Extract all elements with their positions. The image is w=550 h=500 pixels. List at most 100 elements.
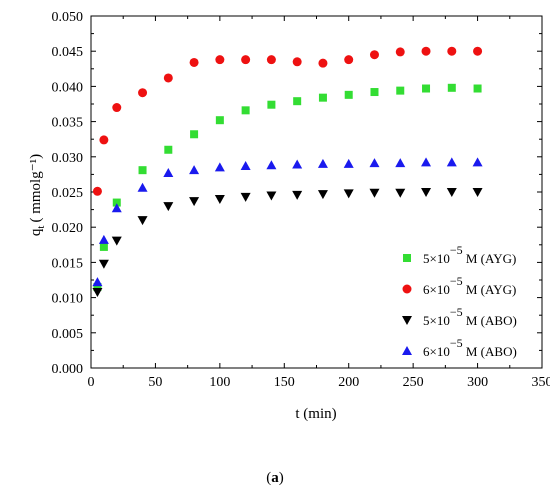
data-point <box>396 86 405 95</box>
axes-frame: 0 50 100 150 200 250 300 350 0.000 0.005 0.010 0.01… <box>52 10 550 390</box>
data-point <box>343 189 354 199</box>
data-point <box>318 58 328 68</box>
data-point <box>421 157 432 167</box>
legend-label-exponent: −5 <box>450 305 463 319</box>
chart: 0 50 100 150 200 250 300 350 0.000 0.005 0.010 0.01… <box>28 10 550 422</box>
data-point <box>189 197 200 207</box>
y-tick-label: 0.025 <box>52 186 84 201</box>
data-point <box>92 287 103 297</box>
data-point <box>318 93 327 102</box>
y-tick-label: 0.000 <box>52 362 84 377</box>
data-point <box>99 242 108 251</box>
x-tick-label: 50 <box>148 375 162 390</box>
x-axis-label: t (min) <box>295 406 336 422</box>
data-point <box>241 106 250 115</box>
y-tick-label: 0.045 <box>52 45 84 60</box>
series-0 <box>93 83 482 292</box>
data-point <box>138 166 147 175</box>
data-point <box>317 158 328 168</box>
data-point <box>266 191 277 201</box>
data-point <box>190 130 199 139</box>
x-tick-label: 250 <box>403 375 424 390</box>
data-point <box>92 186 102 196</box>
legend-label: 6×10−5 M (AYG) <box>423 274 516 297</box>
legend-label: 6×10−5 M (ABO) <box>423 336 517 359</box>
y-axis-label-q: q <box>28 228 44 236</box>
legend-marker <box>402 316 412 325</box>
data-point <box>343 158 354 168</box>
data-point <box>138 88 148 98</box>
data-point <box>472 157 483 167</box>
data-point <box>112 103 122 113</box>
figure-caption: (a) <box>0 470 550 487</box>
data-point <box>112 198 121 207</box>
legend-marker <box>402 346 412 355</box>
data-point <box>240 160 251 170</box>
legend-label-exponent: −5 <box>450 243 463 257</box>
y-axis-label-unit: ( mmolg⁻¹) <box>28 154 44 223</box>
legend: 5×10−5 M (AYG)6×10−5 M (AYG)5×10−5 M (AB… <box>402 243 517 359</box>
data-point <box>292 190 303 200</box>
svg-text:qt( mmolg⁻¹): qt ( mmolg⁻¹) <box>28 154 47 236</box>
data-point <box>215 55 225 65</box>
data-point <box>266 160 277 170</box>
data-point <box>266 55 276 65</box>
data-point <box>473 46 483 56</box>
legend-label-base: 6×10 <box>423 344 450 359</box>
x-tick-label: 150 <box>274 375 295 390</box>
y-tick-label: 0.015 <box>52 256 84 271</box>
legend-label: 5×10−5 M (AYG) <box>423 243 516 266</box>
data-point <box>189 57 199 67</box>
data-point <box>215 116 224 125</box>
data-point <box>472 188 483 197</box>
data-point <box>240 192 251 202</box>
data-point <box>369 50 379 60</box>
data-point <box>92 277 103 287</box>
y-tick-label: 0.040 <box>52 80 84 95</box>
y-tick-label: 0.030 <box>52 151 84 166</box>
legend-label-base: 5×10 <box>423 251 450 266</box>
legend-label-tail: M (AYG) <box>463 282 517 297</box>
data-point <box>163 73 173 83</box>
data-point <box>163 202 174 212</box>
data-point <box>395 188 406 198</box>
data-point <box>421 46 431 56</box>
y-axis-label-subscript: t <box>35 226 47 229</box>
data-point <box>93 283 102 292</box>
y-tick-label: 0.005 <box>52 327 84 342</box>
caption-close: ) <box>278 470 284 486</box>
data-point <box>98 234 109 244</box>
data-point <box>189 165 200 175</box>
data-marks <box>92 46 483 297</box>
data-point <box>344 90 353 99</box>
data-point <box>317 190 328 200</box>
legend-label-tail: M (ABO) <box>463 344 517 359</box>
x-tick-label: 0 <box>88 375 95 390</box>
data-point <box>163 167 174 177</box>
data-point <box>369 188 380 198</box>
data-point <box>447 83 456 92</box>
legend-label-base: 6×10 <box>423 282 450 297</box>
x-tick-label: 200 <box>338 375 359 390</box>
y-tick-label: 0.020 <box>52 221 84 236</box>
data-point <box>267 100 276 109</box>
data-point <box>447 46 457 56</box>
legend-label-exponent: −5 <box>450 274 463 288</box>
x-tick-label: 350 <box>532 375 550 390</box>
data-point <box>344 55 354 65</box>
data-point <box>241 55 251 65</box>
data-point <box>422 84 431 93</box>
y-axis-label: qt ( mmolg⁻¹) <box>28 154 47 236</box>
data-point <box>111 203 122 213</box>
data-point <box>395 158 406 168</box>
legend-marker <box>402 284 412 294</box>
data-point <box>214 162 225 172</box>
legend-label-tail: M (AYG) <box>463 251 517 266</box>
data-point <box>214 195 225 205</box>
y-tick-label: 0.010 <box>52 292 84 307</box>
data-point <box>98 259 109 269</box>
data-point <box>111 236 122 246</box>
data-point <box>293 97 302 106</box>
caption-label: a <box>271 470 279 486</box>
data-point <box>292 57 302 67</box>
